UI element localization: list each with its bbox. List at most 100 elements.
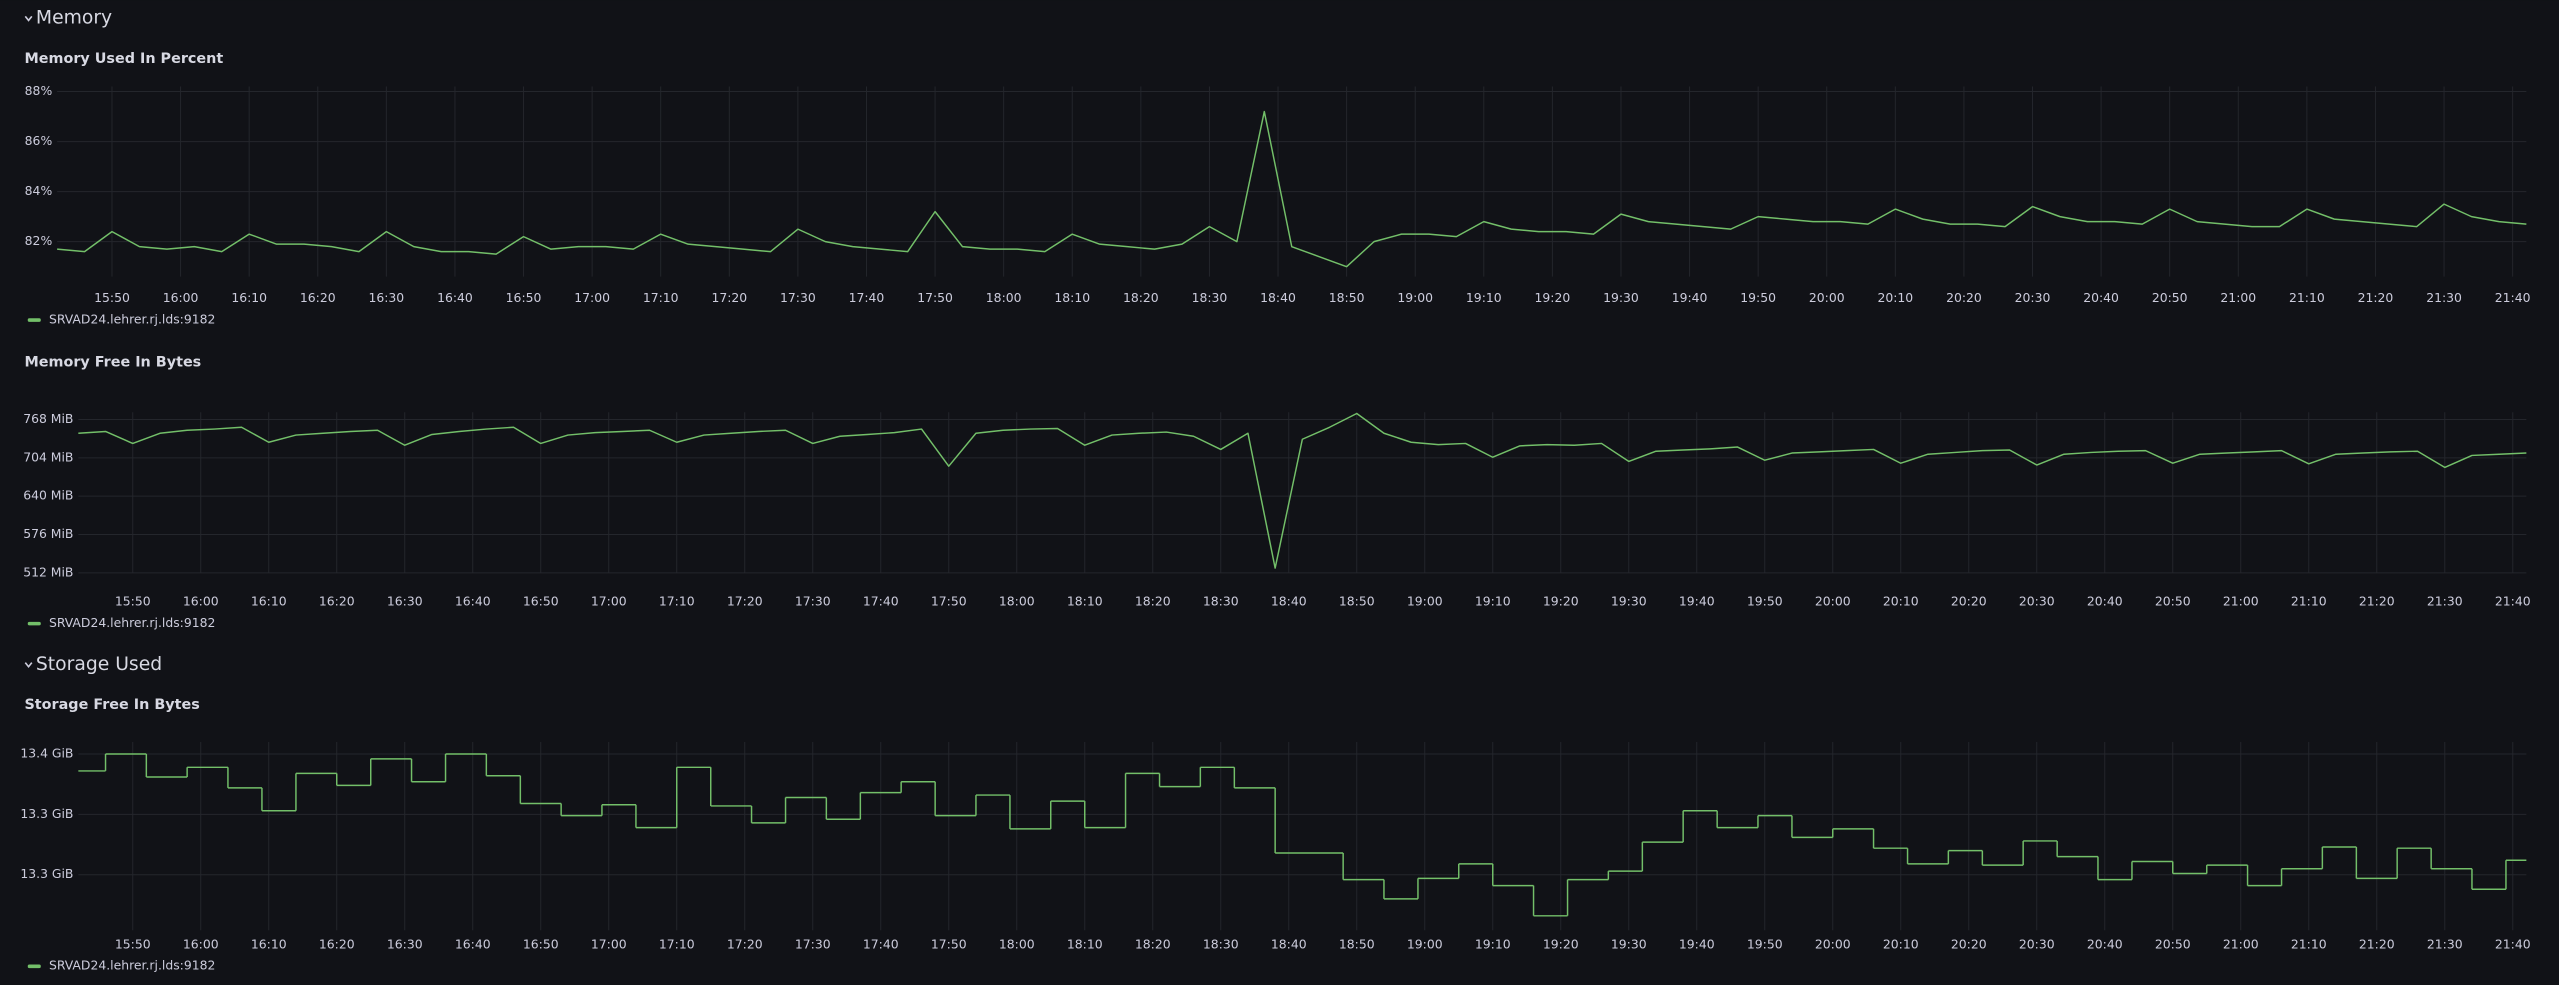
x-tick-label: 17:20 (727, 594, 763, 609)
y-tick-label: 576 MiB (23, 526, 73, 541)
x-tick-label: 19:20 (1543, 936, 1579, 951)
x-tick-label: 19:20 (1535, 290, 1571, 305)
x-tick-label: 21:10 (2289, 290, 2325, 305)
x-tick-label: 20:00 (1815, 594, 1851, 609)
x-tick-label: 21:10 (2291, 594, 2327, 609)
x-tick-label: 17:40 (863, 936, 899, 951)
x-tick-label: 17:40 (863, 594, 899, 609)
y-tick-label: 704 MiB (23, 449, 73, 464)
x-tick-label: 18:30 (1203, 594, 1239, 609)
x-tick-label: 18:50 (1329, 290, 1365, 305)
x-tick-label: 20:40 (2083, 290, 2119, 305)
x-tick-label: 18:00 (999, 936, 1035, 951)
x-tick-label: 19:30 (1611, 936, 1647, 951)
x-tick-label: 18:40 (1260, 290, 1296, 305)
collapse-chevron[interactable] (24, 15, 33, 22)
x-tick-label: 18:20 (1135, 594, 1171, 609)
panel-title: Memory Free In Bytes (24, 354, 201, 370)
x-tick-label: 21:30 (2427, 594, 2463, 609)
x-tick-label: 18:20 (1123, 290, 1159, 305)
x-tick-label: 21:00 (2220, 290, 2256, 305)
x-tick-label: 17:00 (591, 594, 627, 609)
x-tick-label: 20:30 (2015, 290, 2051, 305)
x-tick-label: 19:30 (1611, 594, 1647, 609)
x-tick-label: 15:50 (115, 936, 151, 951)
x-tick-label: 17:30 (780, 290, 816, 305)
x-tick-label: 16:40 (455, 936, 491, 951)
x-tick-label: 16:00 (183, 936, 219, 951)
step-riser (104, 754, 2507, 916)
row-title[interactable]: Storage Used (36, 654, 162, 675)
x-tick-label: 17:30 (795, 594, 831, 609)
x-tick-label: 18:40 (1271, 936, 1307, 951)
x-tick-label: 19:20 (1543, 594, 1579, 609)
series-line (57, 110, 2527, 268)
series-line (78, 412, 2527, 569)
x-tick-label: 18:40 (1271, 594, 1307, 609)
x-tick-label: 21:30 (2426, 290, 2462, 305)
x-tick-label: 18:10 (1067, 594, 1103, 609)
x-tick-label: 21:40 (2495, 594, 2531, 609)
x-tick-label: 19:00 (1407, 594, 1443, 609)
x-tick-label: 16:10 (251, 936, 287, 951)
x-tick-label: 21:30 (2427, 936, 2463, 951)
x-tick-label: 17:40 (849, 290, 885, 305)
y-tick-label: 86% (25, 133, 53, 148)
y-tick-label: 82% (25, 233, 53, 248)
x-tick-label: 16:40 (437, 290, 473, 305)
x-tick-label: 19:10 (1475, 936, 1511, 951)
x-tick-label: 19:00 (1407, 936, 1443, 951)
x-tick-label: 16:50 (523, 936, 559, 951)
x-tick-label: 17:00 (591, 936, 627, 951)
x-tick-label: 20:00 (1809, 290, 1845, 305)
x-tick-label: 20:30 (2019, 594, 2055, 609)
x-tick-label: 21:40 (2495, 290, 2531, 305)
x-tick-label: 19:50 (1740, 290, 1776, 305)
y-tick-label: 13.3 GiB (20, 866, 73, 881)
legend-label: SRVAD24.lehrer.rj.lds:9182 (49, 311, 215, 326)
collapse-chevron[interactable] (24, 662, 33, 669)
x-tick-label: 20:10 (1877, 290, 1913, 305)
x-tick-label: 16:50 (506, 290, 542, 305)
row-title[interactable]: Memory (36, 7, 112, 28)
x-tick-label: 16:20 (319, 594, 355, 609)
x-tick-label: 19:30 (1603, 290, 1639, 305)
x-tick-label: 19:00 (1397, 290, 1433, 305)
x-tick-label: 17:10 (643, 290, 679, 305)
x-tick-label: 21:20 (2358, 290, 2394, 305)
x-tick-label: 17:20 (711, 290, 747, 305)
x-tick-label: 20:20 (1951, 594, 1987, 609)
x-tick-label: 21:00 (2223, 936, 2259, 951)
y-tick-label: 13.4 GiB (20, 746, 73, 761)
x-tick-label: 16:00 (163, 290, 199, 305)
x-tick-label: 21:20 (2359, 936, 2395, 951)
x-tick-label: 20:10 (1883, 936, 1919, 951)
x-tick-label: 20:10 (1883, 594, 1919, 609)
x-tick-label: 16:20 (300, 290, 336, 305)
x-tick-label: 18:30 (1203, 936, 1239, 951)
y-tick-label: 88% (25, 83, 53, 98)
x-tick-label: 18:30 (1192, 290, 1228, 305)
x-tick-label: 18:10 (1054, 290, 1090, 305)
x-tick-label: 20:20 (1951, 936, 1987, 951)
x-tick-label: 17:10 (659, 936, 695, 951)
x-tick-label: 19:50 (1747, 936, 1783, 951)
y-tick-label: 640 MiB (23, 488, 73, 503)
x-tick-label: 20:40 (2087, 594, 2123, 609)
x-tick-label: 15:50 (94, 290, 130, 305)
x-tick-label: 19:40 (1679, 936, 1715, 951)
x-tick-label: 16:50 (523, 594, 559, 609)
x-tick-label: 17:30 (795, 936, 831, 951)
x-tick-label: 17:20 (727, 936, 763, 951)
x-tick-label: 20:30 (2019, 936, 2055, 951)
x-tick-label: 17:00 (574, 290, 610, 305)
x-tick-label: 18:00 (999, 594, 1035, 609)
x-tick-label: 19:10 (1475, 594, 1511, 609)
legend-swatch (27, 964, 41, 969)
x-tick-label: 21:10 (2291, 936, 2327, 951)
x-tick-label: 21:40 (2495, 936, 2531, 951)
x-tick-label: 18:50 (1339, 594, 1375, 609)
